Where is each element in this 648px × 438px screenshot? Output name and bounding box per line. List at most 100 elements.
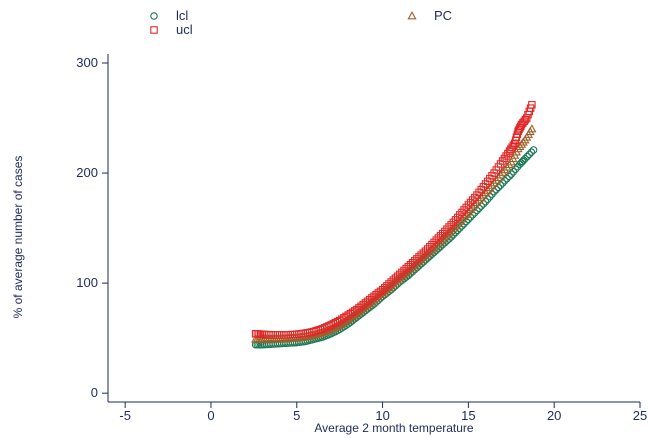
data-point-PC — [423, 248, 433, 257]
data-point-lcl — [527, 148, 536, 156]
y-tick-label: 100 — [76, 275, 98, 290]
data-point-ucl — [445, 223, 453, 231]
data-point-ucl — [348, 308, 357, 317]
data-point-PC — [496, 170, 506, 179]
data-point-lcl — [525, 150, 534, 159]
data-point-PC — [466, 204, 476, 214]
data-point-PC — [457, 214, 467, 223]
data-point-ucl — [365, 295, 374, 304]
data-point-PC — [504, 159, 514, 169]
data-point-PC — [264, 334, 274, 343]
data-point-ucl — [509, 141, 518, 150]
data-point-ucl — [393, 272, 402, 281]
data-point-PC — [461, 209, 471, 218]
data-point-PC — [478, 190, 488, 199]
data-point-ucl — [383, 282, 391, 290]
data-point-ucl — [430, 238, 438, 247]
data-point-ucl — [387, 278, 395, 286]
data-point-ucl — [428, 240, 436, 249]
data-point-ucl — [419, 249, 428, 257]
y-tick-label: 300 — [76, 55, 98, 70]
series-ucl — [251, 101, 536, 339]
data-point-ucl — [333, 317, 342, 326]
data-point-lcl — [529, 146, 538, 154]
data-point-ucl — [402, 264, 410, 273]
data-point-PC — [470, 200, 480, 209]
data-point-PC — [476, 192, 486, 202]
legend-item-ucl: ucl — [150, 22, 193, 37]
data-point-PC — [405, 264, 415, 273]
x-axis-title: Average 2 month temperature — [314, 421, 474, 435]
data-point-ucl — [423, 245, 432, 253]
data-point-ucl — [471, 193, 479, 202]
data-point-ucl — [320, 324, 329, 332]
data-point-ucl — [451, 216, 460, 224]
data-point-PC — [416, 254, 426, 263]
data-point-ucl — [400, 266, 408, 275]
y-tick-label: 0 — [91, 385, 98, 400]
data-point-PC — [339, 317, 349, 326]
legend-label-lcl: lcl — [176, 8, 188, 23]
legend-item-lcl: lcl — [150, 8, 188, 23]
data-point-PC — [500, 164, 510, 174]
data-point-PC — [459, 211, 469, 221]
y-axis-title: % of average number of cases — [11, 156, 25, 319]
data-point-lcl — [507, 170, 516, 178]
data-point-lcl — [511, 165, 520, 173]
series-lcl — [251, 146, 538, 349]
data-point-ucl — [507, 145, 515, 153]
data-point-ucl — [468, 196, 477, 204]
data-point-PC — [431, 240, 441, 249]
x-tick-label: -5 — [119, 408, 131, 423]
data-point-ucl — [421, 247, 430, 255]
data-point-ucl — [404, 262, 413, 271]
data-point-ucl — [406, 260, 415, 269]
data-point-ucl — [312, 327, 320, 335]
data-point-lcl — [460, 219, 468, 228]
data-point-PC — [518, 137, 528, 146]
x-tick-label: 20 — [547, 408, 561, 423]
x-tick-label: 15 — [461, 408, 475, 423]
data-point-ucl — [340, 314, 348, 322]
data-point-ucl — [496, 160, 505, 168]
data-point-ucl — [449, 218, 458, 227]
y-tick-label: 200 — [76, 165, 98, 180]
data-point-ucl — [458, 208, 466, 217]
legend-marker-PC — [407, 11, 417, 20]
data-point-ucl — [438, 229, 447, 238]
series-PC — [251, 124, 537, 343]
x-tick-label: 0 — [207, 408, 214, 423]
data-point-ucl — [456, 211, 464, 219]
data-point-PC — [511, 147, 521, 156]
data-point-ucl — [488, 172, 496, 180]
data-point-PC — [525, 126, 535, 136]
data-point-ucl — [502, 152, 510, 160]
data-point-PC — [491, 175, 501, 184]
data-point-lcl — [523, 152, 531, 161]
data-point-ucl — [466, 198, 475, 207]
data-point-PC — [502, 162, 512, 171]
legend-item-PC: PC — [407, 8, 452, 23]
plot-area — [251, 101, 538, 349]
data-point-ucl — [426, 243, 434, 251]
data-point-ucl — [434, 234, 443, 242]
data-point-ucl — [380, 284, 389, 292]
data-point-PC — [433, 238, 443, 247]
data-point-ucl — [395, 270, 404, 279]
x-tick-label: 25 — [633, 408, 647, 423]
data-point-ucl — [453, 213, 462, 222]
data-point-ucl — [447, 221, 455, 229]
data-point-ucl — [411, 257, 419, 265]
data-point-ucl — [417, 251, 425, 259]
data-point-ucl — [479, 183, 488, 191]
data-point-PC — [410, 260, 420, 269]
data-point-ucl — [460, 206, 468, 214]
data-point-ucl — [391, 274, 400, 282]
data-point-PC — [425, 246, 435, 255]
data-point-ucl — [464, 201, 473, 209]
data-point-ucl — [432, 236, 440, 244]
data-point-ucl — [329, 320, 337, 328]
data-point-ucl — [441, 227, 449, 236]
